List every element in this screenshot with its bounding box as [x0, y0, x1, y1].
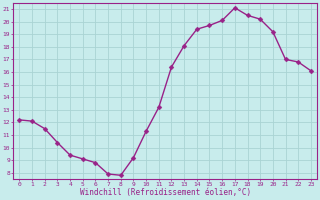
X-axis label: Windchill (Refroidissement éolien,°C): Windchill (Refroidissement éolien,°C) — [80, 188, 251, 197]
